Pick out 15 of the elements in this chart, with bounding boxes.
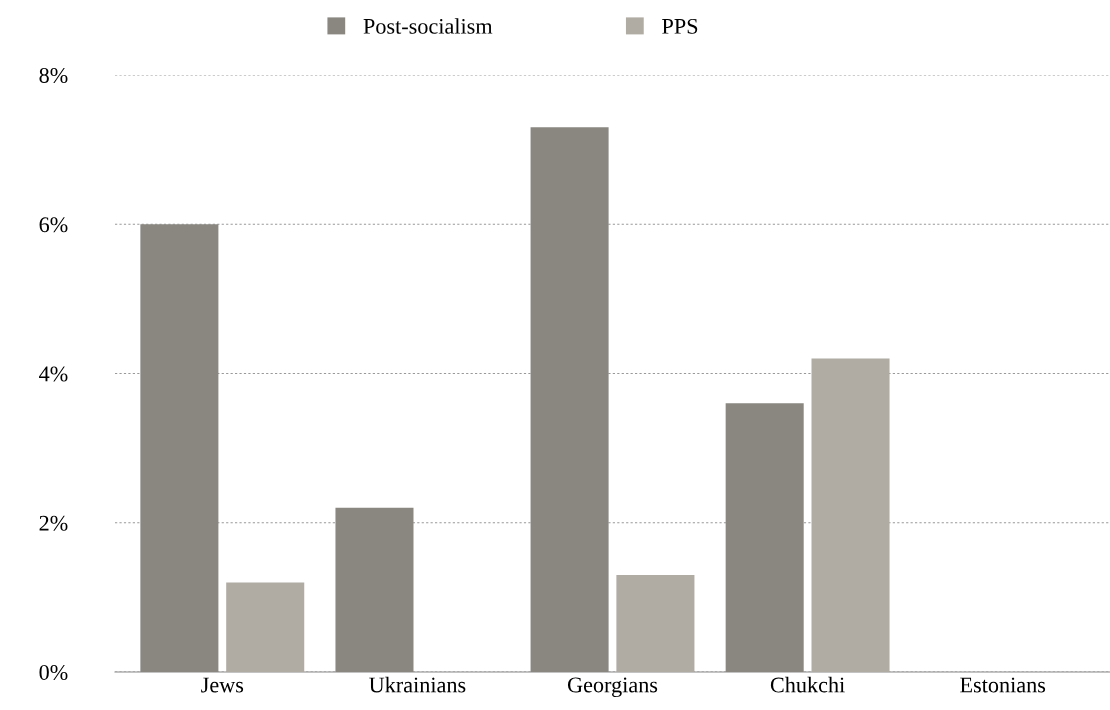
x-tick-label: Georgians [567,677,658,698]
y-tick-label: 6% [39,217,68,233]
x-tick-label: Jews [201,677,244,693]
bar [226,582,305,672]
legend-label: Post-socialism [363,18,493,34]
bar [616,574,695,672]
x-tick-label: Chukchi [770,676,845,693]
legend-label: PPS [662,18,698,34]
y-tick-label: 8% [39,67,68,83]
y-tick-label: 4% [39,366,68,382]
y-tick-label: 0% [39,664,68,680]
x-tick-label: Ukrainians [369,676,466,693]
x-tick-label: Estonians [960,677,1046,693]
y-tick-label: 2% [39,515,68,531]
bar [811,358,890,672]
